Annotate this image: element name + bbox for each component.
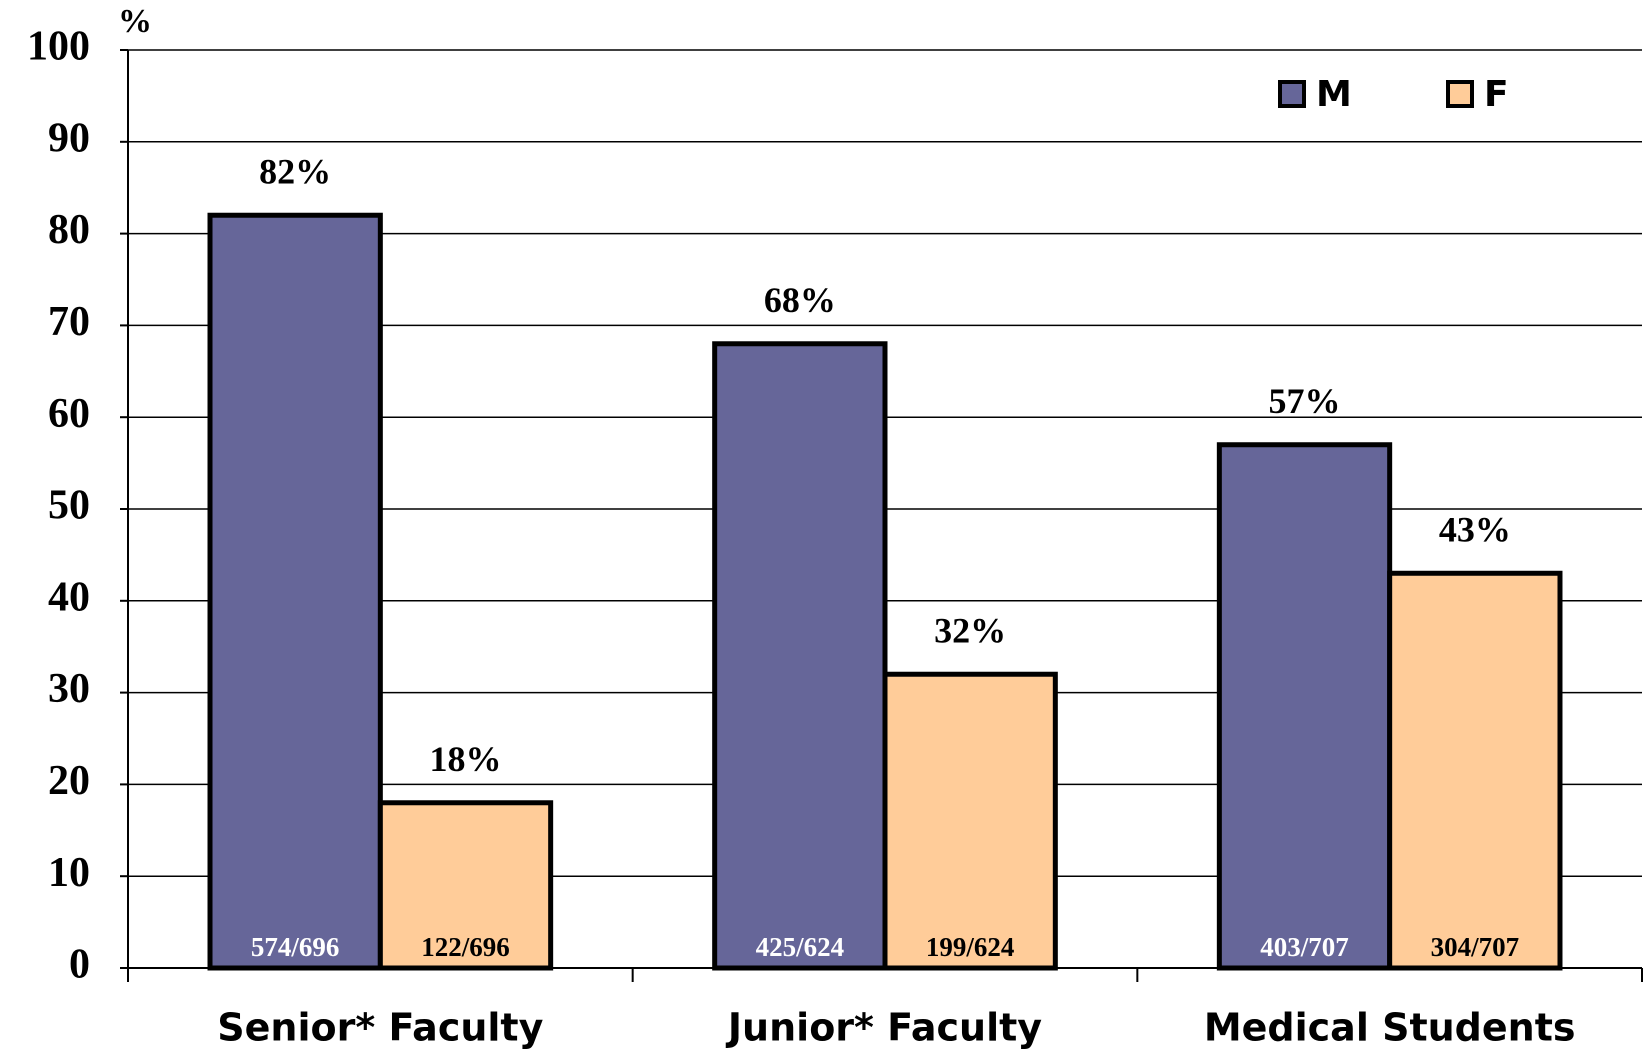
y-tick-label: 60 <box>48 391 90 437</box>
x-tick-label: Junior* Faculty <box>725 1006 1042 1050</box>
bar <box>207 212 383 971</box>
x-tick-label: Medical Students <box>1204 1006 1576 1050</box>
inner-label: 425/624 <box>756 932 845 962</box>
y-tick-label: 0 <box>69 942 90 988</box>
inner-label: 199/624 <box>926 932 1015 962</box>
y-tick-label: 90 <box>48 115 90 161</box>
inner-label: 122/696 <box>421 932 510 962</box>
y-tick-label: 80 <box>48 207 90 253</box>
y-tick-label: 100 <box>27 24 90 70</box>
bar <box>1216 442 1393 971</box>
legend-swatch <box>1278 80 1306 108</box>
inner-label: 304/707 <box>1431 932 1520 962</box>
inner-label: 574/696 <box>251 932 340 962</box>
x-tick-label: Senior* Faculty <box>217 1006 543 1050</box>
y-tick-label: 40 <box>48 574 90 620</box>
inner-label: 403/707 <box>1260 932 1349 962</box>
value-label: 68% <box>764 280 836 320</box>
value-label: 82% <box>259 152 331 192</box>
y-tick-label: 20 <box>48 758 90 804</box>
value-label: 57% <box>1269 381 1341 421</box>
bar <box>1387 570 1563 971</box>
y-tick-label: 50 <box>48 483 90 529</box>
value-label: 18% <box>429 739 501 779</box>
legend-label: F <box>1484 74 1509 115</box>
value-label: 43% <box>1439 510 1511 550</box>
legend-label: M <box>1316 74 1352 115</box>
value-label: 32% <box>934 611 1006 651</box>
y-axis-unit: % <box>118 3 152 40</box>
y-tick-label: 30 <box>48 666 90 712</box>
legend-swatch <box>1446 80 1474 108</box>
bar <box>712 341 888 971</box>
bar <box>377 800 554 971</box>
y-tick-label: 70 <box>48 299 90 345</box>
y-tick-label: 10 <box>48 850 90 896</box>
bar <box>882 671 1058 971</box>
